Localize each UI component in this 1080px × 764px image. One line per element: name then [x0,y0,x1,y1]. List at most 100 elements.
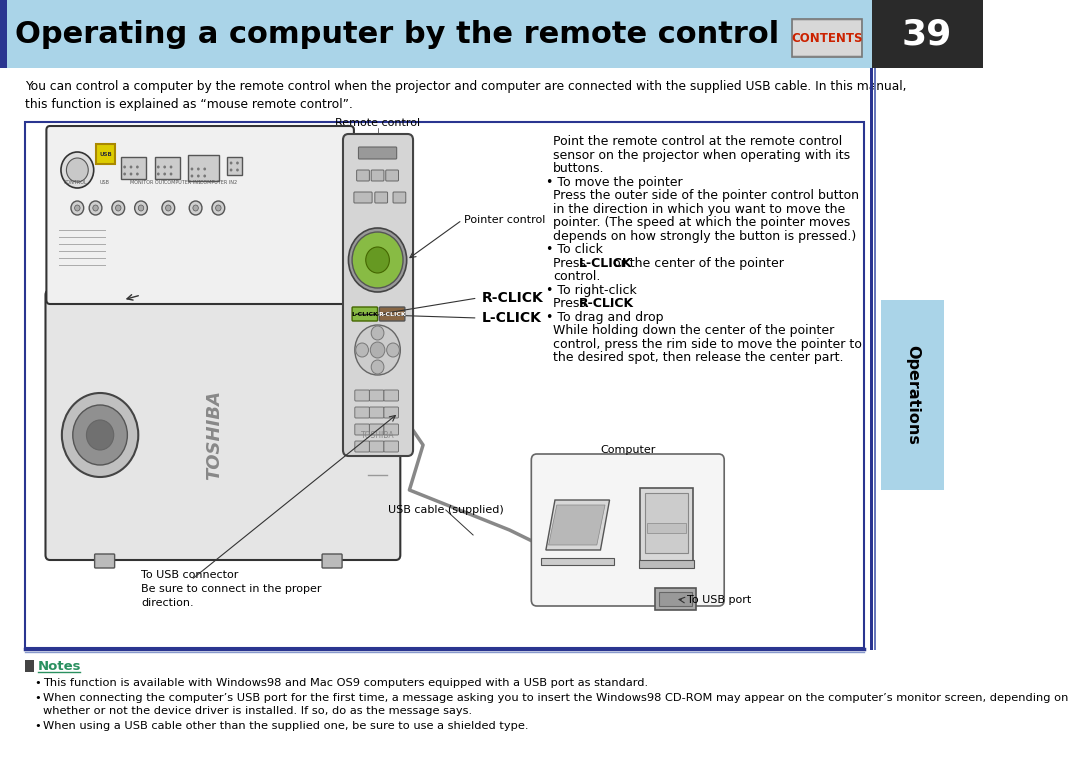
Text: COMPUTER IN2: COMPUTER IN2 [200,180,238,185]
Text: You can control a computer by the remote control when the projector and computer: You can control a computer by the remote… [26,80,907,111]
Bar [659,592,692,606]
Text: Pointer control: Pointer control [464,215,545,225]
Circle shape [86,420,113,450]
FancyBboxPatch shape [369,407,383,418]
FancyBboxPatch shape [356,170,369,181]
FancyBboxPatch shape [188,155,219,181]
Text: To USB connector: To USB connector [141,570,239,580]
Circle shape [136,173,138,176]
FancyBboxPatch shape [355,390,369,401]
FancyBboxPatch shape [343,134,413,456]
Circle shape [163,173,166,176]
Text: USB: USB [99,151,112,157]
FancyBboxPatch shape [369,441,383,452]
Circle shape [352,232,403,288]
FancyBboxPatch shape [383,407,399,418]
FancyBboxPatch shape [355,407,369,418]
FancyBboxPatch shape [372,170,383,181]
Text: MONITOR OUT: MONITOR OUT [130,180,165,185]
Text: Press: Press [553,297,590,310]
Text: CONTENTS: CONTENTS [792,31,863,44]
Circle shape [138,205,144,211]
Circle shape [163,166,166,169]
Circle shape [216,205,221,211]
Text: Point the remote control at the remote control: Point the remote control at the remote c… [553,135,842,148]
Text: L-CLICK: L-CLICK [579,257,633,270]
Circle shape [162,201,175,215]
FancyBboxPatch shape [383,441,399,452]
Bar [26,660,33,672]
Circle shape [72,405,127,465]
Text: • To click: • To click [545,243,603,256]
Circle shape [170,166,173,169]
Circle shape [116,205,121,211]
Circle shape [197,167,200,170]
Text: • To drag and drop: • To drag and drop [545,310,663,323]
Text: When connecting the computer’s USB port for the first time, a message asking you: When connecting the computer’s USB port … [43,693,1068,716]
Circle shape [135,201,147,215]
Text: L-CLICK: L-CLICK [482,311,542,325]
Text: USB cable (supplied): USB cable (supplied) [388,505,503,515]
Bar [0,0,983,68]
FancyBboxPatch shape [95,554,114,568]
Circle shape [170,173,173,176]
FancyBboxPatch shape [45,290,401,560]
FancyBboxPatch shape [46,126,354,304]
Circle shape [190,174,193,177]
Circle shape [237,161,239,164]
Text: L-CLICK: L-CLICK [351,312,378,316]
Circle shape [203,174,206,177]
Text: • To right-click: • To right-click [545,283,636,296]
Text: When using a USB cable other than the supplied one, be sure to use a shielded ty: When using a USB cable other than the su… [43,721,528,731]
Circle shape [66,158,89,182]
Circle shape [62,393,138,477]
Text: Press: Press [553,257,590,270]
Circle shape [372,360,383,374]
Text: Notes: Notes [38,659,82,672]
Circle shape [237,169,239,171]
Circle shape [157,173,160,176]
FancyBboxPatch shape [355,424,369,435]
Circle shape [90,201,102,215]
Circle shape [165,205,171,211]
Circle shape [372,326,383,340]
Text: • To move the pointer: • To move the pointer [545,176,683,189]
Circle shape [355,343,368,357]
Circle shape [212,201,225,215]
Bar [794,21,861,55]
Text: Operations: Operations [905,345,920,445]
FancyBboxPatch shape [354,192,373,203]
FancyBboxPatch shape [639,488,693,567]
Bar [869,68,874,650]
FancyBboxPatch shape [154,157,180,179]
Circle shape [355,325,401,375]
Circle shape [60,152,94,188]
Text: control, press the rim side to move the pointer to: control, press the rim side to move the … [553,338,862,351]
FancyBboxPatch shape [369,390,383,401]
Circle shape [189,201,202,215]
FancyBboxPatch shape [386,170,399,181]
Text: Press the outer side of the pointer control button: Press the outer side of the pointer cont… [553,189,860,202]
FancyBboxPatch shape [382,390,399,425]
Circle shape [123,166,126,169]
Text: R-CLICK: R-CLICK [378,312,406,316]
Circle shape [387,343,400,357]
FancyBboxPatch shape [393,192,406,203]
Circle shape [71,201,84,215]
Circle shape [123,173,126,176]
Circle shape [130,166,133,169]
FancyBboxPatch shape [383,390,399,401]
FancyBboxPatch shape [645,493,688,553]
Polygon shape [545,500,609,550]
Circle shape [349,228,407,292]
Text: sensor on the projector when operating with its: sensor on the projector when operating w… [553,148,850,161]
Polygon shape [549,505,605,545]
Text: pointer. (The speed at which the pointer moves: pointer. (The speed at which the pointer… [553,216,850,229]
Circle shape [112,201,124,215]
FancyBboxPatch shape [322,554,342,568]
Circle shape [366,247,390,273]
FancyBboxPatch shape [96,144,114,164]
Circle shape [157,166,160,169]
Text: Be sure to connect in the proper: Be sure to connect in the proper [141,584,322,594]
Text: in the direction in which you want to move the: in the direction in which you want to mo… [553,202,846,215]
